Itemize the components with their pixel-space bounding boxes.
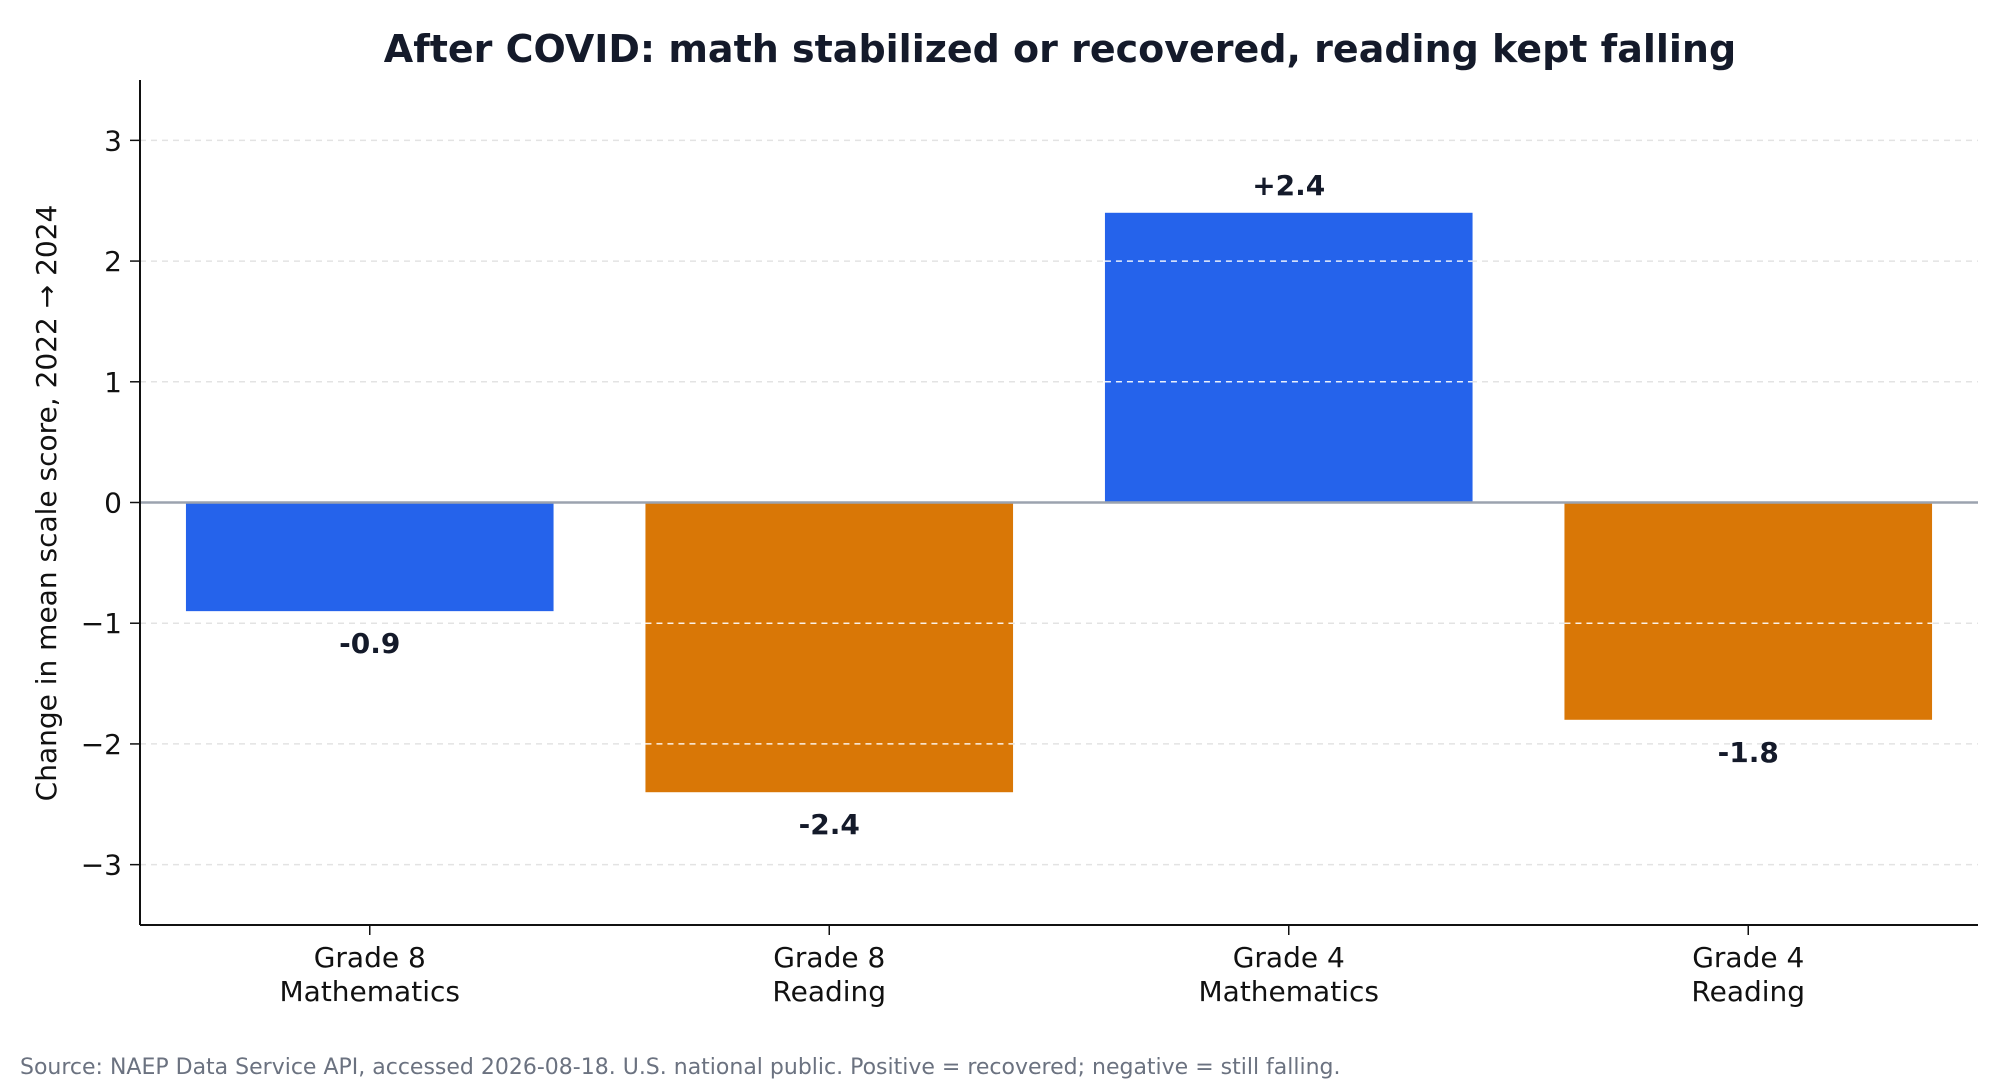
data-label: -0.9 (339, 627, 400, 660)
y-tick-label: 1 (104, 366, 122, 399)
bars (185, 212, 1933, 793)
source-note: Source: NAEP Data Service API, accessed … (20, 1055, 1341, 1080)
bar-grade-4-reading (1564, 502, 1933, 720)
x-tick-label: Mathematics (280, 975, 460, 1008)
data-label: -1.8 (1718, 736, 1779, 769)
y-tick-label: −2 (81, 728, 122, 761)
y-axis-ticks: −3 −2 −1 0 1 2 3 (81, 124, 140, 882)
data-label: +2.4 (1252, 169, 1325, 202)
x-tick-label: Grade 8 (314, 941, 426, 974)
y-tick-label: −3 (81, 849, 122, 882)
bar-grade-4-mathematics (1104, 212, 1473, 503)
x-tick-label: Reading (772, 975, 886, 1008)
x-tick-label: Grade 8 (773, 941, 885, 974)
data-label: -2.4 (799, 808, 860, 841)
y-tick-label: 2 (104, 245, 122, 278)
bar-grade-8-mathematics (185, 502, 554, 612)
bar-grade-8-reading (645, 502, 1014, 793)
x-tick-label: Mathematics (1199, 975, 1379, 1008)
y-tick-label: −1 (81, 607, 122, 640)
x-tick-label: Reading (1691, 975, 1805, 1008)
data-labels: -0.9 -2.4 +2.4 -1.8 (339, 169, 1779, 841)
y-tick-label: 0 (104, 487, 122, 520)
x-tick-label: Grade 4 (1692, 941, 1804, 974)
x-tick-label: Grade 4 (1233, 941, 1345, 974)
y-axis-label: Change in mean scale score, 2022 → 2024 (30, 205, 63, 802)
y-tick-label: 3 (104, 124, 122, 157)
chart-title: After COVID: math stabilized or recovere… (384, 27, 1736, 71)
